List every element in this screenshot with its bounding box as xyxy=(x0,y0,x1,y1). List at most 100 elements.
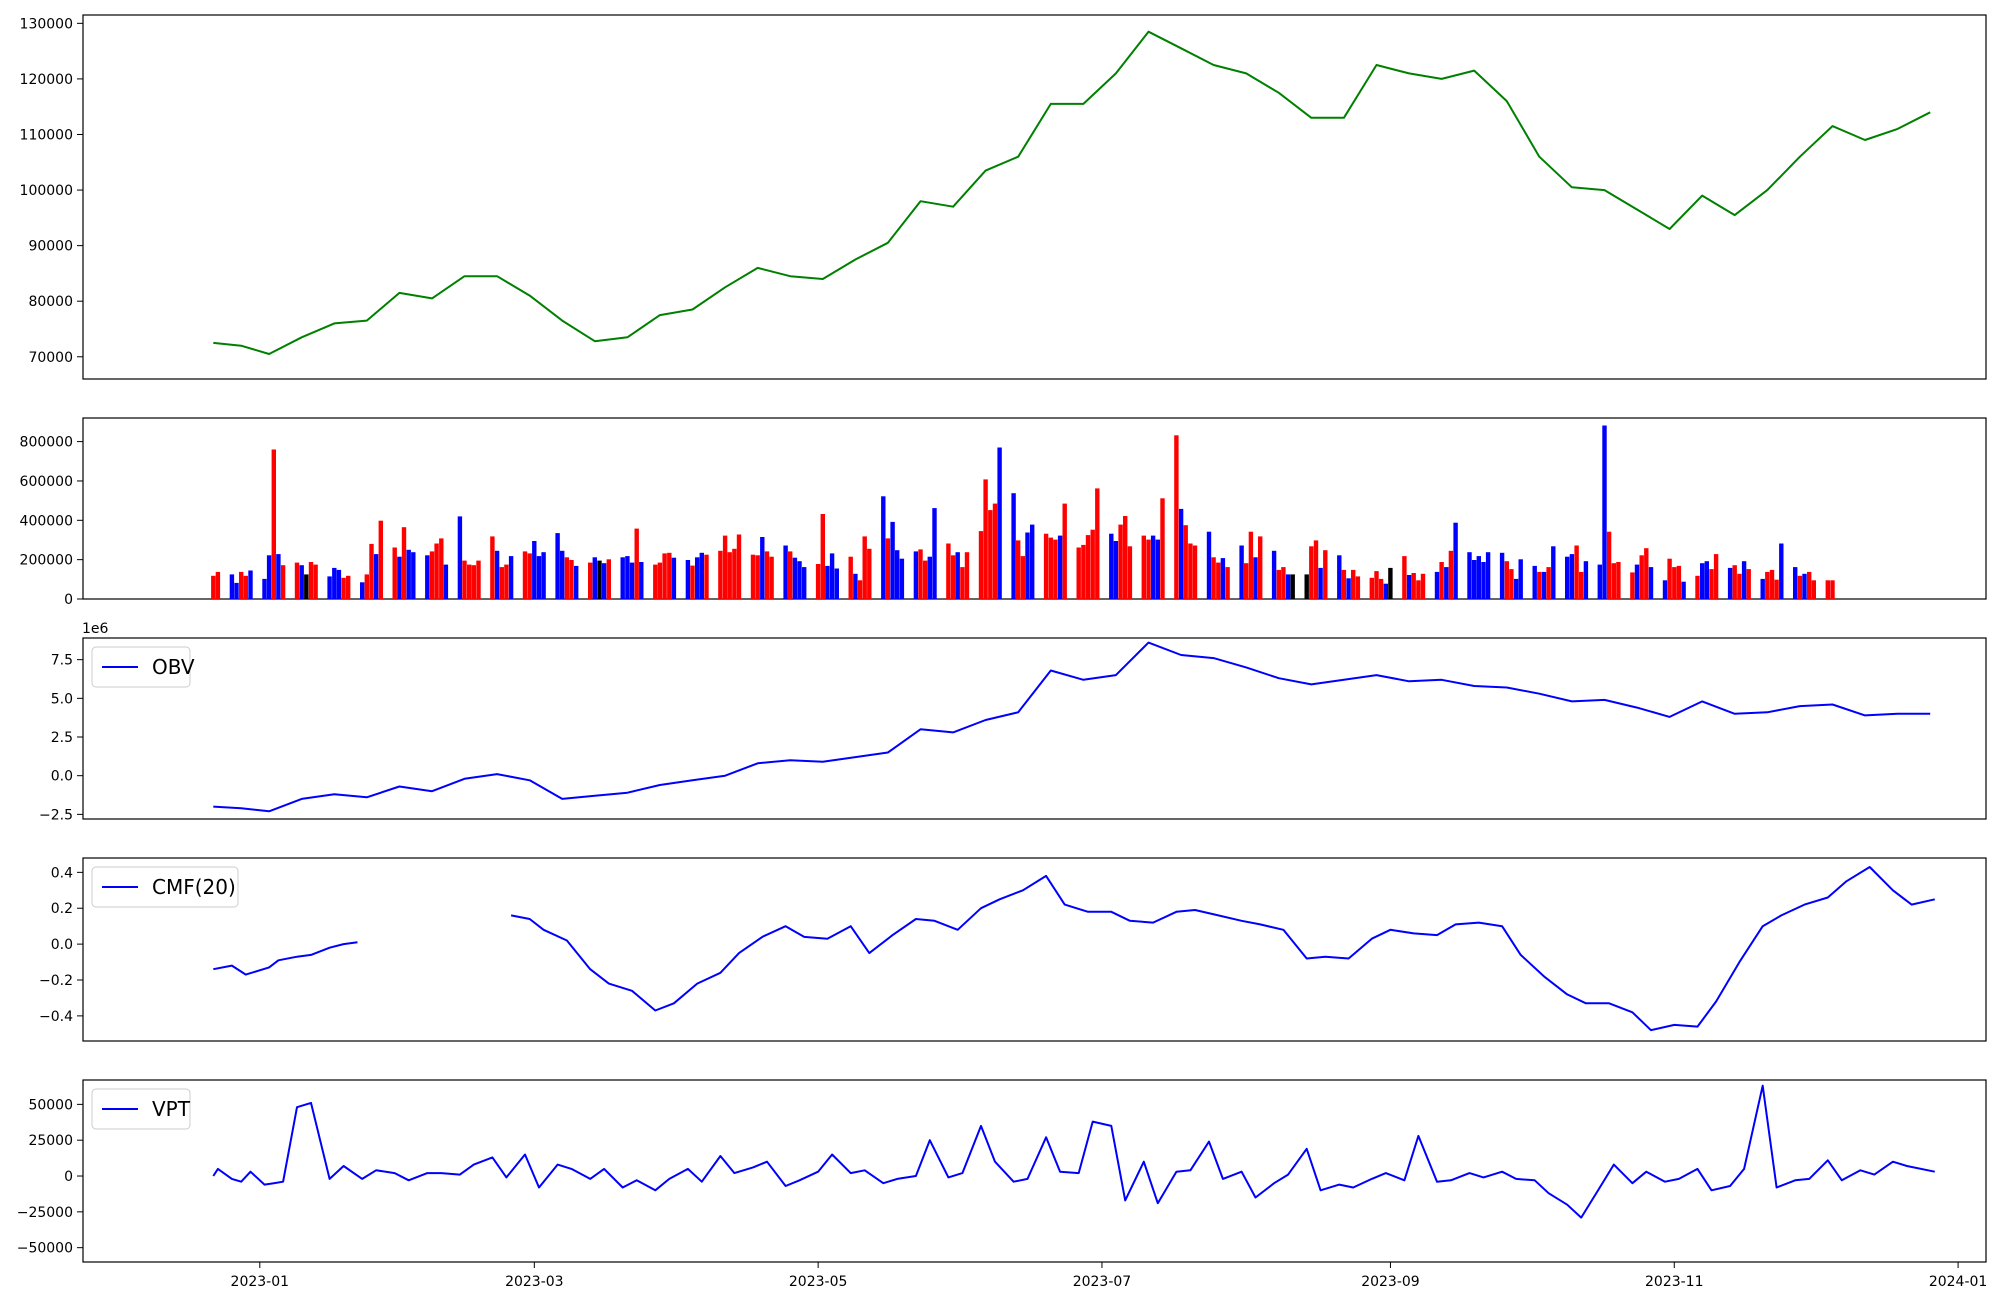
volume-bar xyxy=(276,554,281,599)
volume-bar xyxy=(406,549,411,599)
volume-bar xyxy=(732,548,737,599)
axes-frame xyxy=(82,14,1987,380)
volume-bar xyxy=(1337,555,1342,599)
volume-bar xyxy=(1532,565,1537,599)
volume-bar xyxy=(536,556,542,599)
volume-bar xyxy=(1565,556,1570,599)
volume-bar xyxy=(736,534,742,599)
volume-bar xyxy=(1709,569,1714,599)
y-tick-label: −2.5 xyxy=(39,807,73,823)
volume-bar xyxy=(1085,535,1091,599)
volume-bar xyxy=(1713,554,1719,599)
volume-bar xyxy=(1830,580,1835,599)
volume-bar xyxy=(1644,548,1649,599)
volume-bar xyxy=(755,555,760,599)
volume-bar xyxy=(1192,545,1198,599)
volume-bar xyxy=(913,551,919,599)
volume-bar xyxy=(364,574,369,599)
volume-bar xyxy=(601,563,607,599)
volume-bar xyxy=(727,552,732,599)
volume-bar xyxy=(1518,559,1523,599)
obv-offset-label: 1e6 xyxy=(82,621,109,637)
y-tick-label: 0.0 xyxy=(51,937,73,953)
volume-bar xyxy=(541,552,546,599)
volume-bar xyxy=(1155,539,1160,599)
obv-panel: 1e6 −2.5 0.0 2.5 5.0 7.5 OBV xyxy=(39,621,1987,823)
volume-bar xyxy=(1825,580,1830,599)
volume-bar xyxy=(1597,564,1602,599)
y-tick-label: 0 xyxy=(64,592,73,608)
volume-bar xyxy=(950,555,956,599)
volume-bar xyxy=(248,570,253,599)
legend-box xyxy=(91,866,239,908)
volume-bar xyxy=(1704,561,1709,599)
volume-bar xyxy=(229,574,235,599)
volume-bar xyxy=(1602,425,1607,599)
volume-bar xyxy=(718,550,723,599)
x-tick-label: 2023-03 xyxy=(505,1274,564,1290)
volume-bar xyxy=(1793,567,1798,599)
volume-bar xyxy=(471,565,476,599)
volume-bar xyxy=(1188,543,1193,599)
volume-bar xyxy=(1388,567,1393,599)
volume-bar xyxy=(1700,563,1705,599)
volume-bar xyxy=(1123,516,1128,599)
volume-bar xyxy=(1160,498,1165,599)
volume-bar xyxy=(997,447,1002,599)
volume-bar xyxy=(1216,562,1221,599)
volume-bar xyxy=(992,503,998,599)
price-line xyxy=(213,30,1931,355)
volume-bar xyxy=(336,569,342,599)
volume-bar xyxy=(1053,539,1058,599)
volume-bar xyxy=(243,575,248,599)
volume-bar xyxy=(1769,569,1775,599)
volume-bar xyxy=(439,538,444,599)
volume-bar xyxy=(946,543,951,599)
volume-bar xyxy=(1304,574,1309,599)
volume-bar xyxy=(1253,557,1258,599)
volume-bar xyxy=(522,551,528,599)
volume-bar xyxy=(857,580,863,599)
volume-bar xyxy=(1271,550,1277,599)
y-tick-label: 0 xyxy=(64,1169,73,1185)
y-tick-label: 0.4 xyxy=(51,865,73,881)
y-tick-label: 110000 xyxy=(20,127,73,143)
volume-bar xyxy=(1695,575,1700,599)
volume-bar xyxy=(1057,535,1063,599)
volume-bar xyxy=(1062,503,1067,599)
volume-bar xyxy=(815,564,821,599)
volume-bar xyxy=(569,560,574,599)
volume-bar xyxy=(848,556,853,599)
volume-bar xyxy=(443,564,449,599)
volume-bar xyxy=(1141,535,1146,599)
volume-bar xyxy=(1341,569,1347,599)
volume-bar xyxy=(685,560,691,599)
volume-bar xyxy=(853,573,858,599)
volume-bar xyxy=(1541,571,1547,599)
volume-bar xyxy=(1030,524,1035,599)
volume-bar xyxy=(1741,561,1747,599)
volume-bar xyxy=(1318,567,1323,599)
volume-bar xyxy=(881,496,886,599)
volume-bar xyxy=(769,556,774,599)
volume-bar xyxy=(574,565,579,599)
volume-bar xyxy=(1811,580,1816,599)
volume-bar xyxy=(499,567,504,599)
volume-bar xyxy=(1020,556,1026,599)
volume-bar xyxy=(978,531,984,599)
volume-bar xyxy=(457,516,463,599)
y-tick-label: 400000 xyxy=(20,513,73,529)
volume-bar xyxy=(397,556,402,599)
volume-bar xyxy=(1011,493,1016,599)
y-tick-label: 0.0 xyxy=(51,769,73,785)
volume-bar xyxy=(657,562,663,599)
volume-bar xyxy=(1081,544,1086,599)
volume-bar xyxy=(1513,578,1519,599)
volume-bar xyxy=(955,552,960,599)
volume-bar xyxy=(1225,567,1230,599)
volume-bar xyxy=(1244,563,1249,599)
volume-bar xyxy=(532,541,537,599)
volume-bar xyxy=(494,550,500,599)
volume-bar xyxy=(1453,522,1458,599)
volume-bar xyxy=(1183,525,1188,599)
